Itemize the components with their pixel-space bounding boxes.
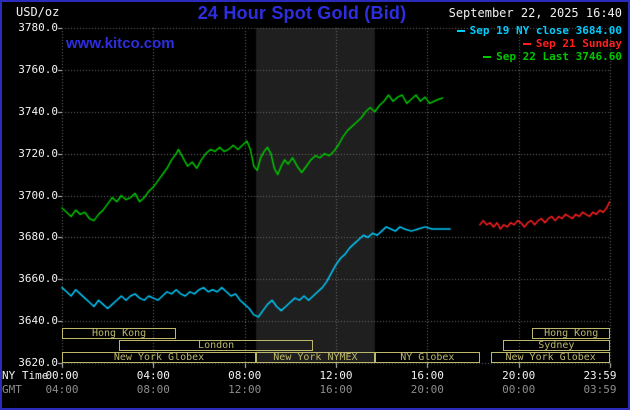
session-box: New York Globex — [491, 352, 610, 363]
y-axis-tick-label: 3740.0 — [18, 104, 58, 118]
session-label: New York NYMEX — [273, 351, 358, 363]
legend-label: Sep 21 Sunday — [535, 37, 622, 50]
x-axis-tick-label: 00:00 — [502, 383, 536, 396]
x-axis-tick-label: 20:00 — [410, 383, 444, 396]
x-axis-row-name: NY Time — [2, 369, 49, 382]
x-axis-tick-label: 16:00 — [410, 369, 444, 382]
y-axis-tick-label: 3640.0 — [18, 314, 58, 328]
y-axis-unit-label: USD/oz — [16, 5, 60, 19]
y-axis-tick-label: 3660.0 — [18, 272, 58, 286]
y-axis-tick-label: 3700.0 — [18, 188, 58, 202]
x-axis-tick-label: 03:59 — [583, 383, 617, 396]
session-box: Sydney — [502, 339, 610, 351]
legend-item: Sep 21 Sunday — [522, 37, 622, 50]
chart-datetime: September 22, 2025 16:40 — [448, 6, 622, 20]
legend-label: Sep 19 NY close 3684.00 — [469, 24, 622, 37]
session-box: Hong Kong — [532, 328, 610, 339]
legend-label: Sep 22 Last 3746.60 — [496, 50, 622, 63]
y-axis-tick-label: 3680.0 — [18, 230, 58, 244]
y-axis-tick-label: 3780.0 — [18, 21, 58, 34]
x-axis-tick-label: 12:00 — [319, 369, 353, 382]
x-axis-tick-label: 08:00 — [136, 383, 170, 396]
session-label: Hong Kong — [544, 327, 599, 339]
x-axis-tick-label: 16:00 — [319, 383, 353, 396]
y-axis-tick-label: 3720.0 — [18, 146, 58, 160]
legend-item: Sep 22 Last 3746.60 — [483, 51, 622, 63]
legend-line-marker — [456, 30, 465, 32]
session-label: NY Globex — [400, 351, 455, 363]
session-label: New York Globex — [505, 351, 596, 363]
kitco-watermark: www.kitco.com — [66, 35, 175, 52]
x-axis-tick-label: 20:00 — [502, 369, 536, 382]
session-label: Sydney — [538, 339, 575, 351]
x-axis-tick-label: 04:00 — [136, 369, 170, 382]
chart-legend: Sep 19 NY close 3684.00 Sep 21 Sunday Sep … — [456, 24, 622, 63]
legend-item: Sep 19 NY close 3684.00 — [456, 24, 622, 37]
legend-line-marker — [483, 56, 492, 58]
x-axis-tick-label: 04:00 — [45, 383, 79, 396]
x-axis-row-name: GMT — [2, 383, 22, 396]
legend-line-marker — [522, 43, 531, 45]
session-box: New York Globex — [62, 351, 257, 363]
session-box: Hong Kong — [62, 327, 177, 339]
x-axis-tick-label: 08:00 — [228, 369, 262, 382]
y-axis-tick-label: 3760.0 — [18, 62, 58, 76]
session-box: London — [119, 339, 314, 351]
session-label: London — [198, 339, 235, 351]
chart-title: 24 Hour Spot Gold (Bid) — [197, 3, 407, 23]
y-axis-tick-label: 3620.0 — [18, 356, 58, 369]
session-label: New York Globex — [113, 351, 205, 363]
session-box: NY Globex — [374, 351, 480, 363]
x-axis-tick-label: 12:00 — [228, 383, 262, 396]
x-axis-tick-label: 23:59 — [583, 369, 617, 382]
session-box: New York NYMEX — [256, 352, 375, 363]
session-label: Hong Kong — [91, 327, 147, 339]
x-axis-tick-label: 00:00 — [45, 369, 79, 382]
